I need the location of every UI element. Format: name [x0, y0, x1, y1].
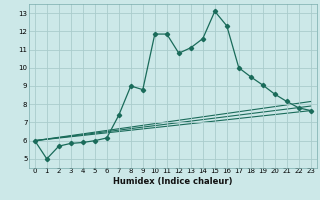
X-axis label: Humidex (Indice chaleur): Humidex (Indice chaleur): [113, 177, 233, 186]
